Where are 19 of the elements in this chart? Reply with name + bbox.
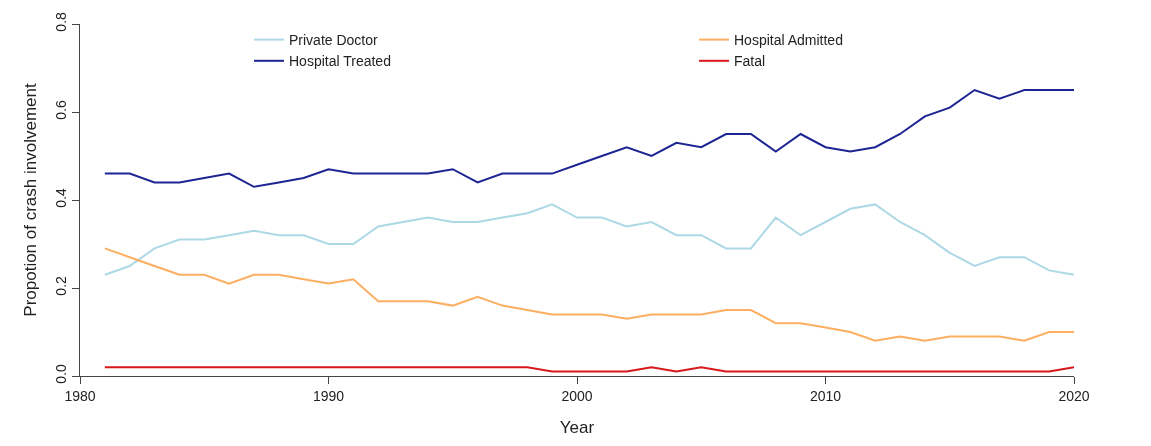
y-tick-label: 0.4 xyxy=(53,187,70,208)
x-tick-label: 2010 xyxy=(809,387,842,404)
x-tick-label: 1990 xyxy=(312,387,345,404)
x-tick-label: 1980 xyxy=(64,387,96,404)
legend-label: Fatal xyxy=(733,53,766,70)
x-tick-label: 2020 xyxy=(1058,387,1090,404)
legend-label: Private Doctor xyxy=(288,32,379,49)
line-series xyxy=(103,89,1074,188)
x-tick-label: 2000 xyxy=(561,387,593,404)
y-tick-label: 0.8 xyxy=(53,11,70,32)
legend-label: Hospital Admitted xyxy=(733,32,843,49)
y-tick-label: 0.0 xyxy=(53,363,70,384)
y-tick-label: 0.2 xyxy=(53,275,70,296)
y-axis-title: Propotion of crash involvement xyxy=(20,83,40,317)
line-series xyxy=(103,247,1074,342)
line-series xyxy=(103,203,1074,276)
y-tick-label: 0.6 xyxy=(53,99,70,120)
legend-label: Hospital Treated xyxy=(288,53,391,70)
x-axis-title: Year xyxy=(559,418,595,438)
